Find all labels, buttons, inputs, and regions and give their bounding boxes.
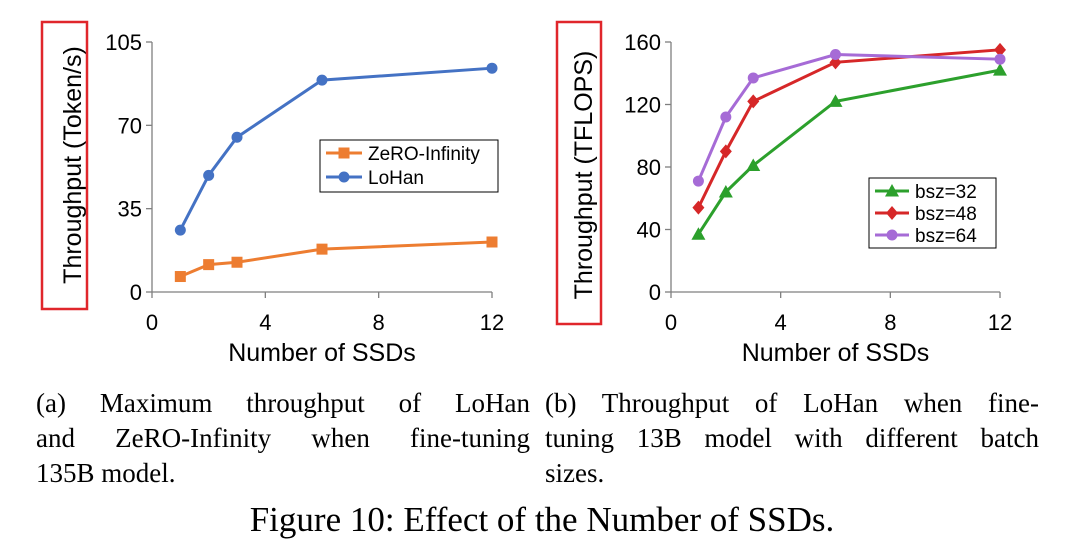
data-point bbox=[746, 158, 761, 171]
y-tick-label: 35 bbox=[118, 197, 142, 222]
y-tick-label: 160 bbox=[624, 30, 661, 55]
data-point bbox=[316, 74, 328, 86]
data-point bbox=[993, 63, 1007, 76]
subcaption-a-line-3: 135B model. bbox=[36, 458, 176, 488]
data-point bbox=[486, 62, 498, 74]
data-point bbox=[994, 53, 1006, 65]
x-tick-label: 8 bbox=[373, 310, 385, 335]
data-point bbox=[719, 144, 732, 159]
x-axis-label: Number of SSDs bbox=[228, 339, 416, 367]
data-point bbox=[203, 169, 215, 181]
series-line bbox=[179, 240, 493, 278]
x-axis-label: Number of SSDs bbox=[742, 339, 930, 367]
data-point bbox=[692, 200, 705, 215]
data-point bbox=[830, 49, 841, 60]
data-point bbox=[692, 175, 704, 187]
legend-label: bsz=32 bbox=[915, 182, 977, 203]
subcaption-b-line-3: sizes. bbox=[545, 458, 605, 488]
legend-marker bbox=[338, 147, 350, 159]
data-point bbox=[691, 227, 706, 240]
legend-marker bbox=[338, 171, 350, 183]
series-bsz=32 bbox=[691, 63, 1007, 240]
y-label-highlight-box bbox=[40, 20, 89, 311]
data-point bbox=[747, 72, 759, 84]
subcaption-b-line-2: tuning 13B model with different batch bbox=[545, 423, 1039, 453]
series-LoHan bbox=[174, 62, 498, 236]
data-point bbox=[747, 94, 760, 109]
chart-b: 0 40 80 120 160 0 4 8 12 Number of SSDs Throughput… bbox=[555, 20, 1012, 367]
legend-label: ZeRO-Infinity bbox=[368, 144, 480, 165]
y-tick-label: 40 bbox=[637, 218, 661, 243]
data-point bbox=[486, 236, 498, 248]
data-point bbox=[231, 256, 243, 268]
data-point bbox=[718, 185, 733, 198]
x-tick-label: 12 bbox=[988, 310, 1012, 335]
x-tick-label: 0 bbox=[146, 310, 158, 335]
legend-box bbox=[319, 139, 499, 193]
legend-marker bbox=[886, 229, 898, 241]
y-tick-label: 80 bbox=[637, 155, 661, 180]
chart-a: 0 35 70 105 0 4 8 12 Number of SSDs Throughput (T… bbox=[40, 20, 504, 367]
subcaption-b-line-1: (b) Throughput of LoHan when fine- bbox=[545, 388, 1039, 418]
subcaption-b: (b) Throughput of LoHan when fine- tunin… bbox=[545, 386, 1039, 491]
legend-label: LoHan bbox=[368, 168, 424, 189]
x-tick-label: 8 bbox=[884, 310, 896, 335]
data-point bbox=[720, 111, 732, 123]
data-point bbox=[316, 243, 328, 255]
y-tick-label: 120 bbox=[624, 93, 661, 118]
series-ZeRO-Infinity bbox=[174, 236, 498, 283]
legend-label: bsz=64 bbox=[915, 226, 977, 247]
x-tick-label: 12 bbox=[480, 310, 504, 335]
data-point bbox=[994, 42, 1006, 57]
y-tick-label: 70 bbox=[118, 113, 142, 138]
y-label-highlight-box bbox=[555, 20, 603, 326]
figure-caption: Figure 10: Effect of the Number of SSDs. bbox=[249, 500, 835, 539]
series-bsz=64 bbox=[692, 49, 1006, 187]
subcaption-a: (a) Maximum throughput of LoHan and ZeRO… bbox=[36, 386, 530, 491]
legend-marker bbox=[886, 206, 898, 220]
data-point bbox=[203, 259, 215, 271]
y-tick-label: 0 bbox=[130, 280, 142, 305]
x-tick-label: 4 bbox=[775, 310, 787, 335]
data-point bbox=[174, 271, 186, 283]
data-point bbox=[828, 94, 843, 107]
subcaption-a-line-2: and ZeRO-Infinity when fine-tuning bbox=[36, 423, 530, 453]
legend-marker bbox=[885, 184, 899, 197]
y-axis-label: Throughput (TFLOPS) bbox=[570, 51, 598, 300]
y-tick-label: 0 bbox=[649, 280, 661, 305]
legend: ZeRO-Infinity LoHan bbox=[319, 139, 499, 193]
y-axis-label: Throughput (Token/s) bbox=[59, 46, 87, 284]
legend-label: bsz=48 bbox=[915, 204, 977, 225]
data-point bbox=[231, 131, 243, 143]
x-tick-label: 4 bbox=[259, 310, 271, 335]
x-tick-label: 0 bbox=[665, 310, 677, 335]
y-tick-label: 105 bbox=[105, 30, 142, 55]
data-point bbox=[174, 224, 186, 236]
subcaption-a-line-1: (a) Maximum throughput of LoHan bbox=[36, 388, 530, 418]
